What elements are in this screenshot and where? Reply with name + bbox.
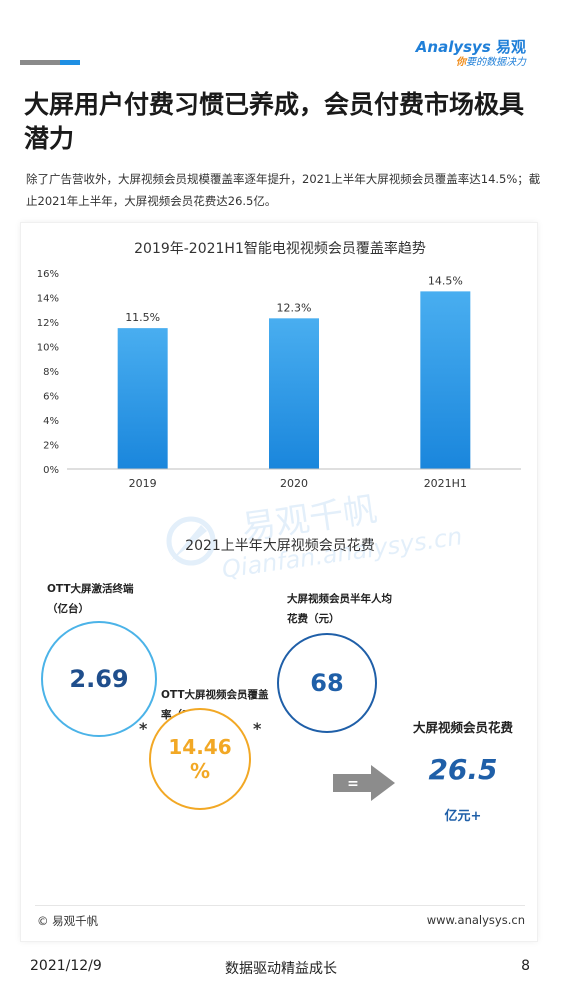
footer-slogan: 数据驱动精益成长 [225, 961, 337, 977]
x-tick-label: 2020 [280, 477, 308, 490]
ott-terminals-label: OTT大屏激活终端（亿台） [47, 583, 134, 615]
footer-date: 2021/12/9 [30, 958, 102, 974]
coverage-bar-chart: 2019年-2021H1智能电视视频会员覆盖率趋势 0% 2% 4% 6% 8% 10% 1… [37, 240, 521, 490]
website-link[interactable]: www.analysys.cn [426, 913, 525, 927]
bar [269, 318, 319, 469]
x-tick-label: 2019 [129, 477, 157, 490]
coverage-rate-circle: 14.46 % [149, 708, 251, 810]
total-spend-value: 26.5 [428, 753, 498, 786]
per-capita-spend-label: 大屏视频会员半年人均花费（元） [287, 593, 392, 625]
coverage-rate-unit: % [189, 759, 211, 783]
multiply-sign-2: * [253, 719, 262, 738]
equals-arrow-icon: = [333, 765, 395, 801]
content-card: 2019年-2021H1智能电视视频会员覆盖率趋势 0% 2% 4% 6% 8% 10% 1… [20, 222, 538, 942]
y-tick-label: 12% [37, 318, 59, 329]
bar-value-label: 11.5% [125, 311, 160, 324]
y-tick-label: 16% [37, 269, 59, 280]
total-spend-unit: 亿元+ [444, 809, 482, 824]
y-tick-label: 2% [43, 441, 59, 452]
bar [117, 328, 168, 469]
copyright: © 易观千帆 [37, 914, 99, 928]
y-tick-label: 10% [37, 343, 59, 354]
bar-value-label: 12.3% [277, 301, 312, 314]
infographic-title: 2021上半年大屏视频会员花费 [185, 538, 375, 554]
page-number: 8 [521, 958, 530, 974]
multiply-sign-1: * [139, 719, 148, 738]
svg-text:=: = [347, 776, 359, 792]
y-tick-label: 14% [37, 294, 59, 305]
analysys-logo: Analysys 易观 你要的数据决力 [415, 38, 526, 68]
coverage-rate-value: 14.46 [168, 735, 232, 759]
accent-bar [20, 60, 80, 65]
x-tick-label: 2021H1 [424, 477, 467, 490]
per-capita-spend-circle: 68 [277, 633, 377, 733]
y-tick-label: 6% [43, 392, 59, 403]
card-divider [35, 905, 525, 906]
per-capita-spend-value: 68 [310, 669, 344, 697]
bar [420, 291, 471, 469]
bar-value-label: 14.5% [428, 274, 463, 287]
intro-text: 除了广告营收外，大屏视频会员规模覆盖率逐年提升，2021上半年大屏视频会员覆盖率… [26, 172, 541, 208]
chart-title: 2019年-2021H1智能电视视频会员覆盖率趋势 [134, 240, 426, 257]
y-tick-label: 4% [43, 416, 59, 427]
total-spend-label: 大屏视频会员花费 [412, 720, 513, 735]
ott-terminals-circle: 2.69 [41, 621, 157, 737]
page-title: 大屏用户付费习惯已养成，会员付费市场极具潜力 [24, 90, 525, 153]
y-tick-label: 0% [43, 465, 59, 476]
y-tick-label: 8% [43, 367, 59, 378]
ott-terminals-value: 2.69 [69, 665, 129, 693]
